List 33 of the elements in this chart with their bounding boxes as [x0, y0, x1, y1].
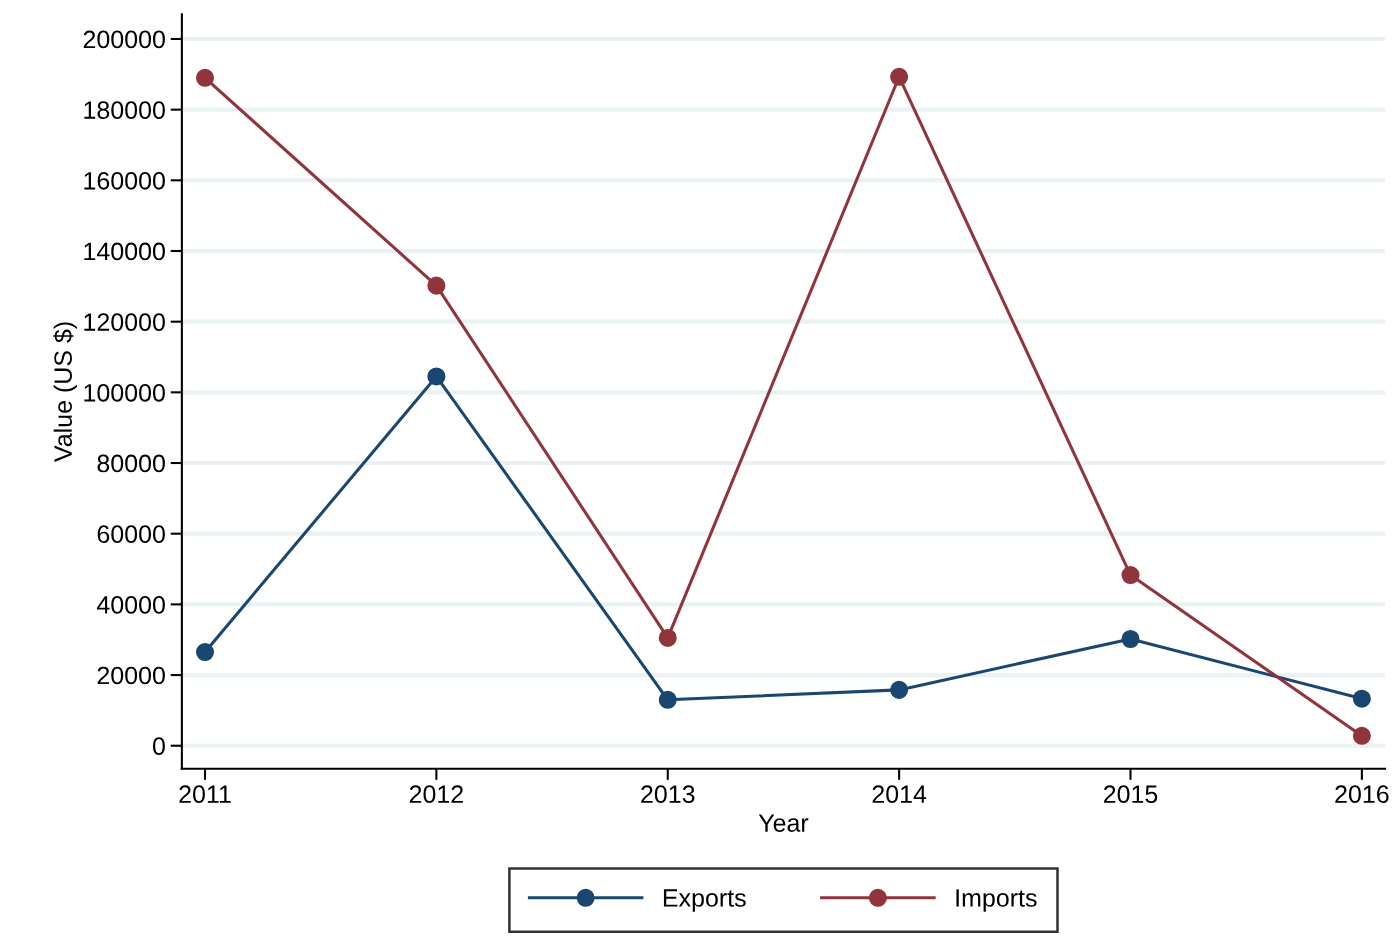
- point: [658, 690, 677, 709]
- x-tick-label: 2012: [409, 785, 463, 804]
- point: [427, 367, 446, 386]
- y-tick-label: 80000: [97, 454, 165, 473]
- y-tick-label: 20000: [97, 666, 165, 685]
- point: [195, 68, 215, 87]
- x-tick-label: 2013: [641, 785, 695, 804]
- x-tick-label: 2011: [179, 785, 231, 804]
- x-axis-title: Year: [758, 814, 809, 832]
- y-tick-label: 160000: [84, 171, 165, 190]
- point: [1121, 566, 1140, 585]
- y-tick-label: 100000: [84, 383, 165, 402]
- y-tick-label: 120000: [84, 313, 165, 331]
- point: [890, 67, 909, 86]
- point: [1352, 689, 1371, 708]
- point: [1352, 726, 1371, 745]
- point: [427, 276, 446, 295]
- x-tick-label: 2015: [1103, 785, 1158, 804]
- y-tick-label: 40000: [96, 595, 165, 614]
- y-tick-label: 180000: [84, 101, 165, 119]
- x-tick-label: 2016: [1335, 785, 1389, 804]
- y-axis-title: Value (US $): [53, 322, 77, 462]
- point: [658, 628, 677, 647]
- legend-label: Imports: [956, 889, 1037, 912]
- y-tick-label: 140000: [84, 242, 165, 261]
- y-tick-label: 60000: [97, 525, 165, 543]
- y-tick-label: 200000: [83, 30, 165, 49]
- y-tick-label: 0: [152, 737, 165, 756]
- x-tick-label: 2014: [872, 785, 927, 804]
- point: [890, 680, 909, 699]
- point: [195, 643, 215, 662]
- point: [1121, 629, 1140, 649]
- legend-label: Exports: [663, 889, 746, 912]
